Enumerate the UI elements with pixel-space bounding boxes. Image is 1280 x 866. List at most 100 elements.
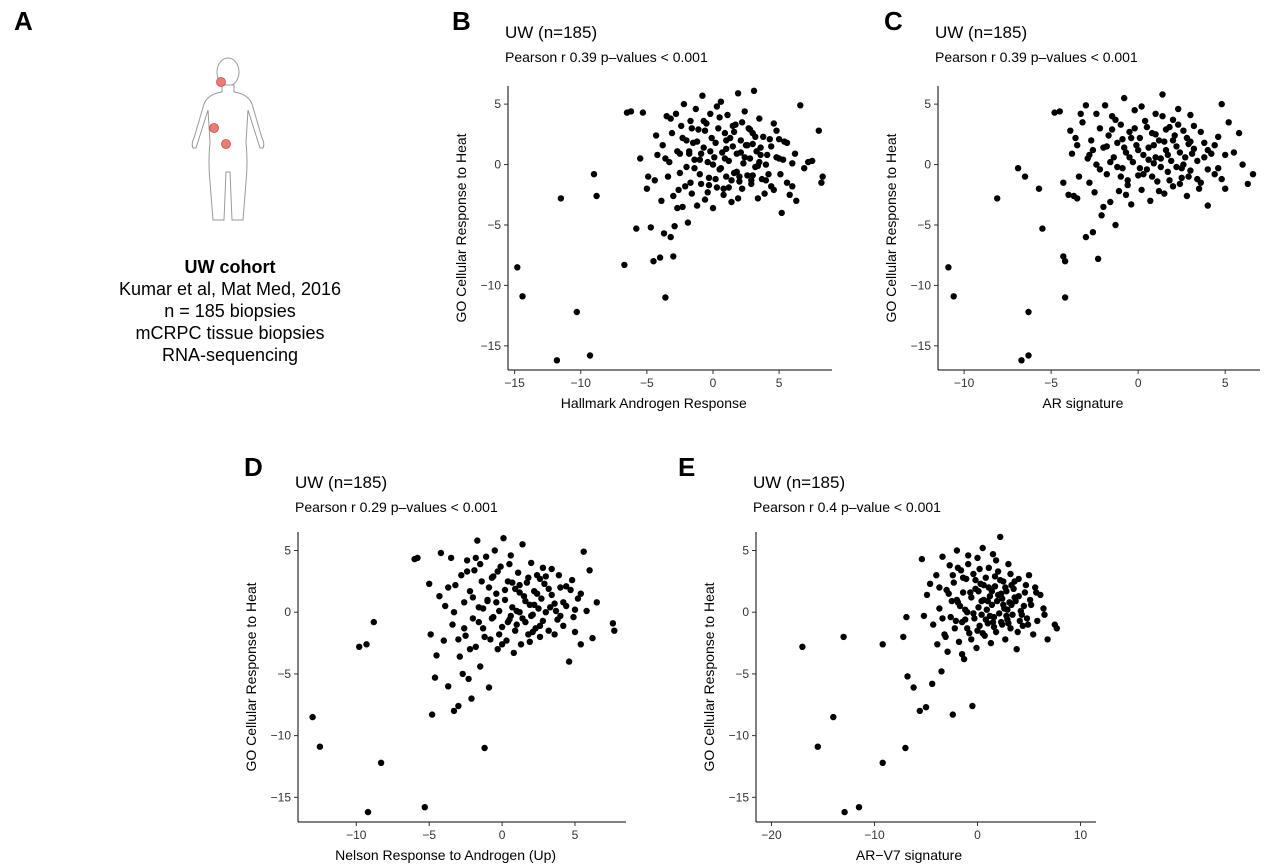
data-point <box>309 713 316 721</box>
data-point <box>1089 146 1097 154</box>
data-point <box>1215 165 1222 172</box>
data-point <box>1143 166 1151 173</box>
data-point <box>779 156 787 163</box>
panel-label-a: A <box>14 6 33 36</box>
data-point <box>734 90 742 97</box>
data-point <box>954 564 962 571</box>
data-point <box>939 615 946 622</box>
data-point <box>945 590 952 597</box>
data-point <box>463 557 471 564</box>
data-point <box>998 618 1005 626</box>
data-point <box>990 623 998 631</box>
data-point <box>761 190 768 197</box>
data-point <box>959 589 967 596</box>
data-points <box>309 535 618 816</box>
data-point <box>525 574 532 581</box>
data-point <box>652 132 660 139</box>
data-point <box>1126 154 1133 161</box>
data-point <box>633 225 640 232</box>
data-point <box>370 618 377 626</box>
data-point <box>920 612 928 620</box>
data-point <box>1040 605 1047 612</box>
x-tick-label: −15 <box>504 376 525 390</box>
data-point <box>1155 137 1163 144</box>
data-point <box>557 195 565 202</box>
data-point <box>551 600 558 607</box>
data-point <box>1147 197 1154 204</box>
data-points <box>514 87 826 364</box>
data-point <box>1012 597 1019 605</box>
data-point <box>970 570 977 578</box>
data-point <box>1141 117 1149 125</box>
data-point <box>1110 154 1118 161</box>
data-point <box>586 352 594 359</box>
data-point <box>671 223 678 230</box>
data-point <box>516 581 523 589</box>
data-point <box>1075 173 1083 180</box>
data-point <box>1115 187 1123 195</box>
data-point <box>670 253 677 260</box>
data-point <box>512 627 519 634</box>
data-point <box>697 180 705 188</box>
data-point <box>986 612 994 620</box>
data-point <box>982 616 989 623</box>
data-point <box>449 621 456 628</box>
x-tick-label: −10 <box>954 376 975 390</box>
data-point <box>1136 134 1144 142</box>
data-point <box>523 579 531 586</box>
data-point <box>1218 100 1225 108</box>
data-point <box>684 219 692 226</box>
data-point <box>1103 171 1111 178</box>
data-point <box>984 597 991 605</box>
data-point <box>1140 151 1147 159</box>
data-point <box>969 702 976 710</box>
data-point <box>536 575 544 583</box>
data-point <box>688 125 695 132</box>
data-point <box>746 126 754 133</box>
data-point <box>947 613 954 621</box>
data-point <box>736 173 743 180</box>
data-point <box>934 641 941 648</box>
data-point <box>679 203 686 211</box>
y-tick-label: 0 <box>494 158 501 172</box>
x-tick-label: −10 <box>346 828 367 842</box>
data-point <box>948 597 955 605</box>
data-point <box>793 197 800 204</box>
data-point <box>458 572 465 579</box>
data-point <box>1089 229 1097 236</box>
data-point <box>997 533 1004 541</box>
data-point <box>667 233 674 241</box>
data-point <box>482 553 490 560</box>
data-point <box>687 117 694 125</box>
data-point <box>764 151 771 159</box>
data-point <box>902 744 909 752</box>
data-point <box>729 143 736 150</box>
x-tick-label: 10 <box>1074 828 1088 842</box>
data-point <box>528 612 535 620</box>
data-point <box>700 144 707 151</box>
data-point <box>1022 581 1030 589</box>
data-point <box>1145 144 1152 151</box>
data-point <box>962 616 969 623</box>
y-tick-label: 0 <box>742 605 749 619</box>
data-point <box>1019 622 1026 629</box>
data-point <box>1014 165 1022 172</box>
data-point <box>926 580 934 587</box>
data-point <box>516 589 523 596</box>
data-point <box>979 544 986 552</box>
data-point <box>1128 134 1135 142</box>
y-tick-label: 0 <box>284 605 291 619</box>
data-point <box>498 623 506 631</box>
data-point <box>999 595 1006 602</box>
data-point <box>704 189 711 196</box>
data-point <box>991 573 999 580</box>
data-point <box>1007 625 1014 632</box>
data-point <box>692 105 699 113</box>
data-point <box>945 264 952 271</box>
data-point <box>1140 171 1147 178</box>
data-point <box>715 125 722 132</box>
data-point <box>1201 139 1208 146</box>
data-point <box>680 100 688 108</box>
data-point <box>522 597 529 605</box>
data-point <box>1173 143 1180 150</box>
